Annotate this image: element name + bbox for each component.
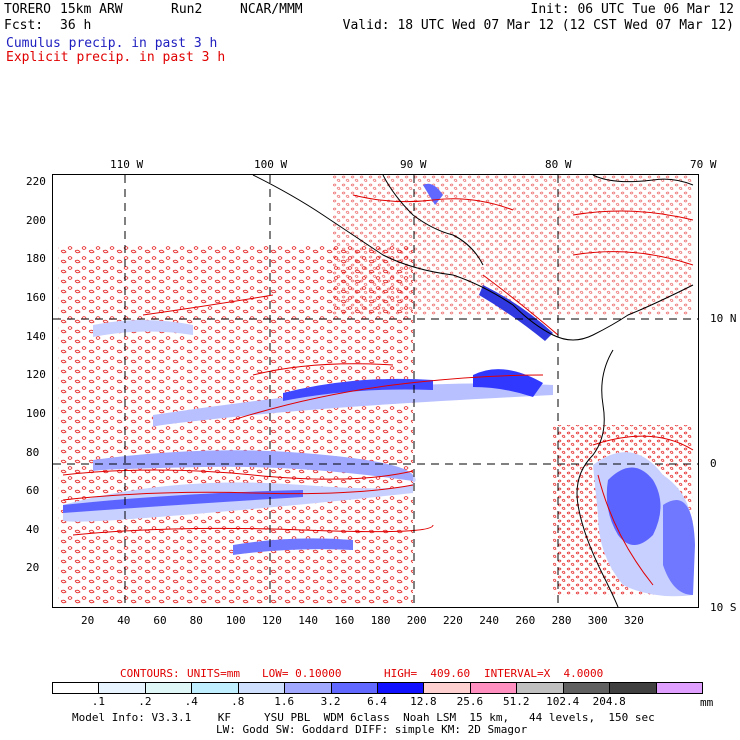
y-axis-label: 120	[26, 368, 46, 381]
colorbar-label: .8	[231, 695, 245, 708]
x-axis-label: 160	[334, 614, 355, 627]
colorbar-swatch	[144, 682, 193, 694]
colorbar-label: 1.6	[274, 695, 295, 708]
fcst-label: Fcst:	[4, 18, 44, 33]
y-axis-label: 100	[26, 407, 46, 420]
colorbar-swatch	[330, 682, 378, 694]
colorbar-label: 51.2	[503, 695, 530, 708]
colorbar-swatch	[377, 682, 425, 694]
x-axis-label: 320	[624, 614, 644, 627]
colorbar-label: 12.8	[410, 695, 437, 708]
y-axis-label: 200	[26, 214, 46, 227]
x-axis-label: 260	[515, 614, 536, 627]
x-axis-label: 40	[117, 614, 131, 627]
y-axis-label: 40	[26, 523, 40, 536]
explicit-contours	[62, 194, 694, 586]
right-axis-label: 0	[710, 457, 717, 470]
graticule	[53, 175, 698, 607]
model-name: TORERO	[4, 2, 51, 17]
x-axis-label: 220	[443, 614, 463, 627]
x-axis-label: 140	[298, 614, 319, 627]
y-axis-label: 220	[26, 175, 46, 188]
run-label: Run2	[171, 2, 203, 17]
colorbar-swatch	[516, 682, 564, 694]
colorbar-swatch	[191, 682, 239, 694]
colorbar-label: 25.6	[456, 695, 484, 708]
colorbar-swatch	[609, 682, 657, 694]
x-axis-label: 180	[370, 614, 391, 627]
model-info: Model Info: V3.3.1 KF YSU PBL WDM 6class…	[72, 711, 655, 724]
colorbar-label: .1	[91, 695, 106, 708]
colorbar-swatch	[655, 682, 703, 694]
cumulus-legend: Cumulus precip. in past 3 h	[6, 36, 218, 51]
x-axis-label: 200	[406, 614, 427, 627]
colorbar-label: .2	[138, 695, 152, 708]
colorbar-swatch	[52, 682, 100, 694]
cumulus-bands	[63, 183, 695, 597]
x-axis-label: 120	[262, 614, 282, 627]
top-axis-label: 80 W	[545, 158, 572, 171]
y-axis-label: 80	[26, 446, 40, 459]
colorbar-label: 6.4	[367, 695, 387, 708]
colorbar-swatch	[469, 682, 518, 694]
contour-label: CONTOURS:	[120, 667, 180, 680]
y-axis-label: 60	[26, 484, 40, 497]
top-axis-label: 100 W	[254, 158, 288, 171]
colorbar-label: .4	[184, 695, 198, 708]
right-axis-label: 10 S	[710, 601, 737, 614]
init-time: Init: 06 UTC Tue 06 Mar 12	[530, 2, 735, 17]
contour-units: UNITS=mm	[187, 667, 240, 680]
model-resolution: 15km ARW	[60, 2, 123, 17]
colorbar-swatch	[423, 682, 471, 694]
contour-interval: INTERVAL=X 4.0000	[484, 667, 604, 680]
colorbar-swatch	[562, 682, 611, 694]
colorbar-swatch	[237, 682, 286, 694]
contour-high: HIGH= 409.60	[384, 667, 471, 680]
x-axis-label: 240	[479, 614, 500, 627]
valid-time: Valid: 18 UTC Wed 07 Mar 12 (12 CST Wed …	[342, 18, 734, 33]
top-axis-label: 70 W	[690, 158, 717, 171]
x-axis-label: 300	[587, 614, 608, 627]
x-axis-label: 60	[153, 614, 167, 627]
coastline	[252, 175, 694, 607]
colorbar-swatch	[98, 682, 146, 694]
x-axis-label: 80	[189, 614, 203, 627]
org-label: NCAR/MMM	[240, 2, 303, 17]
y-axis-label: 180	[26, 252, 46, 265]
explicit-legend: Explicit precip. in past 3 h	[6, 50, 226, 65]
fcst-value: 36 h	[60, 18, 92, 33]
contour-low: LOW= 0.10000	[262, 667, 342, 680]
colorbar-label: 3.2	[320, 695, 341, 708]
colorbar-swatch	[284, 682, 332, 694]
top-axis-label: 90 W	[400, 158, 427, 171]
x-axis-label: 280	[551, 614, 572, 627]
right-axis-label: 10 N	[710, 312, 737, 325]
colorbar-label: 204.8	[592, 695, 626, 708]
y-axis-label: 140	[26, 330, 46, 343]
explicit-precip-field-north	[333, 175, 693, 315]
colorbar-label: 102.4	[546, 695, 580, 708]
top-axis-label: 110 W	[110, 158, 144, 171]
physics-info: LW: Godd SW: Goddard DIFF: simple KM: 2D…	[216, 723, 528, 736]
y-axis-label: 160	[26, 291, 46, 304]
map-svg	[53, 175, 698, 607]
y-axis-label: 20	[26, 561, 40, 574]
x-axis-label: 100	[225, 614, 246, 627]
colorbar-unit: mm	[700, 696, 714, 709]
x-axis-label: 20	[81, 614, 95, 627]
precip-map	[52, 174, 699, 608]
